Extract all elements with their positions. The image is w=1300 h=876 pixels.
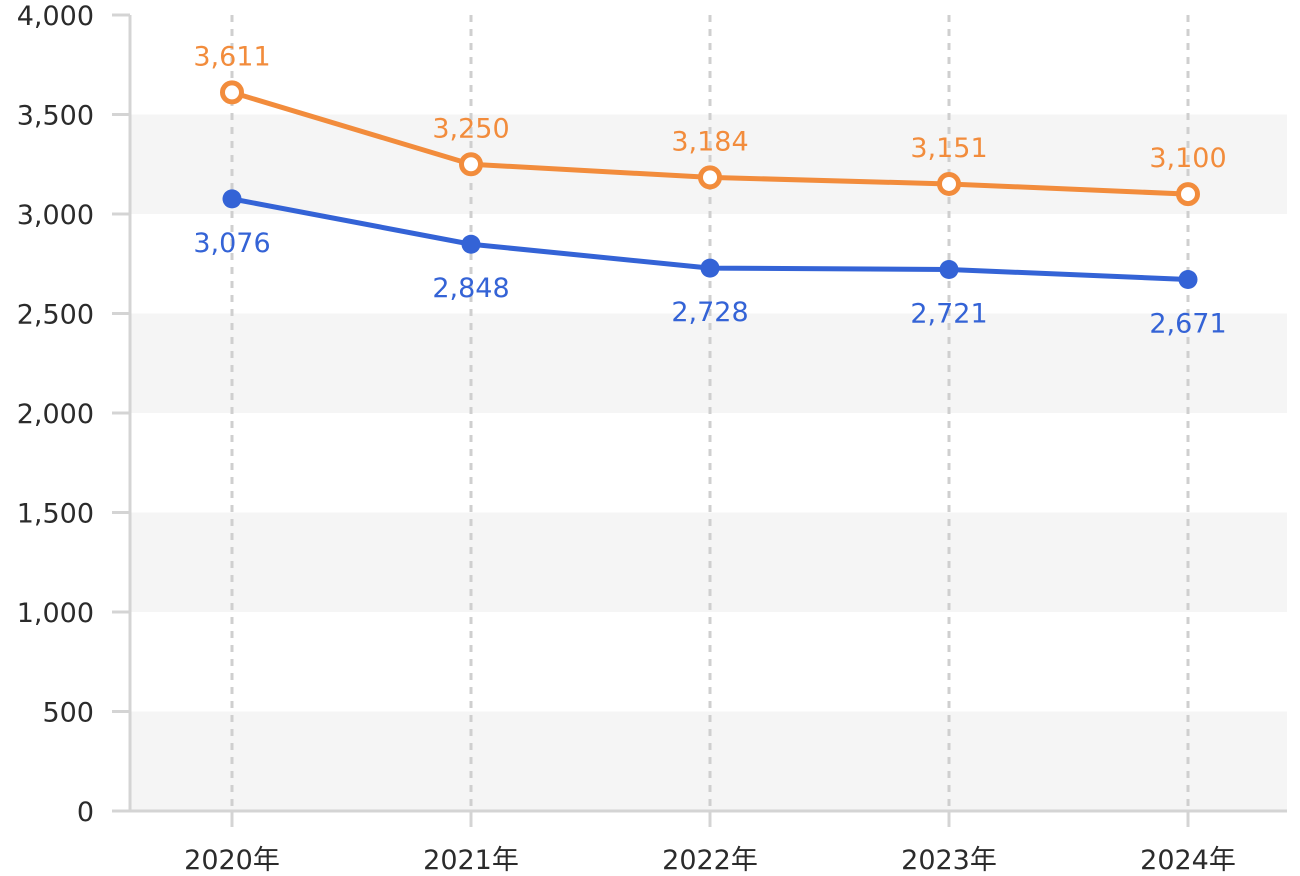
data-point <box>222 189 242 209</box>
data-point <box>459 152 483 177</box>
data-point <box>700 258 720 278</box>
data-label: 3,151 <box>910 133 987 164</box>
y-tick-label: 2,500 <box>17 300 94 331</box>
y-tick-label: 0 <box>77 797 94 828</box>
data-label: 3,184 <box>671 126 748 157</box>
y-tick-label: 500 <box>42 698 94 729</box>
x-axis-ticks: 2020年 2021年 2022年 2023年 2024年 <box>184 811 1236 876</box>
data-label: 3,076 <box>193 228 270 259</box>
data-label: 2,728 <box>671 297 748 328</box>
data-point <box>461 234 481 254</box>
series-0: 3,611 3,250 3,184 3,151 3,100 <box>193 41 1227 207</box>
data-label: 2,721 <box>910 299 987 330</box>
data-label: 3,250 <box>432 113 509 144</box>
y-tick-label: 1,000 <box>17 598 94 629</box>
data-label: 2,848 <box>432 273 509 304</box>
data-point <box>1176 182 1200 207</box>
data-label: 3,611 <box>193 41 270 72</box>
data-label: 2,671 <box>1149 308 1226 339</box>
data-point <box>939 260 959 280</box>
x-tick-label: 2022年 <box>662 845 758 876</box>
x-tick-label: 2021年 <box>423 845 519 876</box>
x-tick-label: 2024年 <box>1140 845 1236 876</box>
data-point <box>937 171 961 196</box>
y-tick-label: 2,000 <box>17 399 94 430</box>
series-1: 3,076 2,848 2,728 2,721 2,671 <box>193 189 1227 339</box>
y-tick-label: 1,500 <box>17 499 94 530</box>
data-label: 3,100 <box>1149 143 1226 174</box>
y-axis-ticks: 0 500 1,000 1,500 2,000 2,500 3,000 3,500 4,000 <box>17 1 130 828</box>
data-point <box>1178 269 1198 289</box>
data-point <box>698 165 722 190</box>
x-tick-label: 2020年 <box>184 845 280 876</box>
data-point <box>220 80 244 105</box>
y-tick-label: 4,000 <box>17 1 94 32</box>
y-tick-label: 3,500 <box>17 101 94 132</box>
series-group: 3,611 3,250 3,184 3,151 3,100 3,076 2,848 2,728… <box>193 41 1226 339</box>
vertical-gridlines <box>230 15 1190 811</box>
x-tick-label: 2023年 <box>901 845 997 876</box>
y-tick-label: 3,000 <box>17 200 94 231</box>
